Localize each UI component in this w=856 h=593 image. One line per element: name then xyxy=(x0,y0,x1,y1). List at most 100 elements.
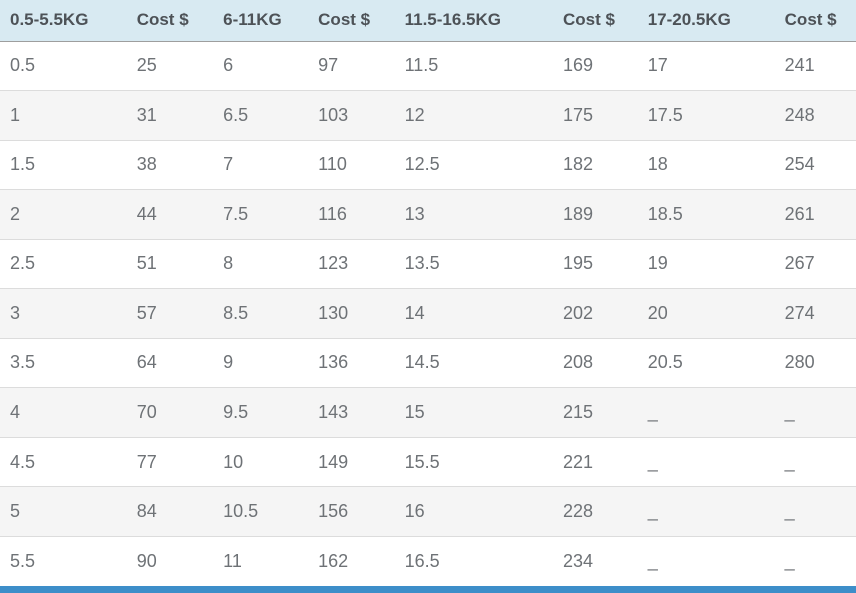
table-cell: 228 xyxy=(552,486,638,537)
table-cell: 64 xyxy=(126,337,214,388)
table-cell: 13.5 xyxy=(394,238,553,289)
table-cell: 261 xyxy=(774,189,856,240)
column-header: 6-11KG xyxy=(213,0,309,42)
column-header: Cost $ xyxy=(552,0,638,42)
column-header: Cost $ xyxy=(774,0,856,42)
table-cell: 195 xyxy=(552,238,638,289)
table-cell: 241 xyxy=(784,55,815,76)
column-header: 0.5-5.5KG xyxy=(0,0,127,42)
table-cell: 234 xyxy=(552,535,638,586)
table-cell: 2 xyxy=(0,189,127,240)
table-cell: 8 xyxy=(213,238,309,289)
table-row: 3.5 64 9 136 14.5 208 20.5 280 xyxy=(0,337,856,388)
table-cell: _ xyxy=(637,486,775,537)
table-cell: 189 xyxy=(552,189,638,240)
table-cell: 19 xyxy=(637,238,775,289)
table-cell: 31 xyxy=(126,90,214,141)
column-header: 17-20.5KG xyxy=(637,0,775,42)
table-cell: 97 xyxy=(318,55,339,76)
table-cell: 20.5 xyxy=(637,337,775,388)
table-cell: 7.5 xyxy=(213,189,309,240)
table-cell: 182 xyxy=(552,139,638,190)
table-cell: 18 xyxy=(637,139,775,190)
table-cell: 57 xyxy=(126,288,214,339)
table-cell: 38 xyxy=(126,139,214,190)
table-cell: 16.5 xyxy=(394,535,553,586)
table-cell: 15.5 xyxy=(394,436,553,487)
table-body: 0.5 2 5 6 97 11.5 169 17 241 1 31 6.5 103 12 175 17.5 24… xyxy=(0,41,856,586)
table-cell: 110 xyxy=(308,139,395,190)
table-header: 0.5-5.5KG Cost $6-11KG Cost $11.5-16.5KG Co… xyxy=(0,0,856,42)
table-cell: 11.5 xyxy=(404,55,439,76)
table-cell: 44 xyxy=(126,189,214,240)
table-cell: 149 xyxy=(308,436,395,487)
table-cell: 130 xyxy=(308,288,395,339)
table-cell: 14.5 xyxy=(394,337,553,388)
table-row: 2.5 51 8 123 13.5 195 19 267 xyxy=(0,238,856,289)
table-cell: 123 xyxy=(308,238,395,289)
table-cell: 3.5 xyxy=(0,337,127,388)
table-cell: _ xyxy=(637,387,775,438)
table-cell: 208 xyxy=(552,337,638,388)
table-cell: 4 xyxy=(0,387,127,438)
table-cell: 103 xyxy=(308,90,395,141)
table-cell: 5 xyxy=(0,486,127,537)
column-header: Cost $ xyxy=(126,0,214,42)
table-cell: 90 xyxy=(126,535,214,586)
bottom-accent-bar xyxy=(0,586,856,593)
table-cell: 18.5 xyxy=(637,189,775,240)
table-cell: 9.5 xyxy=(213,387,309,438)
table-cell: 1.5 xyxy=(0,139,127,190)
table-cell: 17.5 xyxy=(637,90,775,141)
table-cell: 6.5 xyxy=(213,90,309,141)
table-cell: 51 xyxy=(126,238,214,289)
column-header: Cost $ xyxy=(308,0,395,42)
table-cell: 10.5 xyxy=(213,486,309,537)
table-cell: _ xyxy=(637,436,775,487)
table-row: 4.5 77 10 149 15.5 221 _ _ xyxy=(0,436,856,487)
table-cell: 7 xyxy=(213,139,309,190)
table-cell: 3 xyxy=(0,288,127,339)
table-cell: 116 xyxy=(308,189,395,240)
table-cell: 248 xyxy=(774,90,856,141)
table-row: 5 84 10.5 156 16 228 _ _ xyxy=(0,486,856,537)
table-cell: 12 xyxy=(394,90,553,141)
table-cell: 2.5 xyxy=(0,238,127,289)
table-cell: 0.5 xyxy=(10,55,36,76)
table-cell: 8.5 xyxy=(213,288,309,339)
table-cell: 10 xyxy=(213,436,309,487)
table-cell: 6 xyxy=(223,55,234,76)
table-cell: 162 xyxy=(308,535,395,586)
table-row: 1.5 38 7 110 12.5 182 18 254 xyxy=(0,139,856,190)
table-cell: 5.5 xyxy=(0,535,127,586)
table-cell: _ xyxy=(774,486,856,537)
table-cell: 267 xyxy=(774,238,856,289)
table-cell: 77 xyxy=(126,436,214,487)
column-header: 11.5-16.5KG xyxy=(394,0,553,42)
header-row: 0.5-5.5KG Cost $6-11KG Cost $11.5-16.5KG Co… xyxy=(0,0,856,42)
table-row: 5.5 90 11 162 16.5 234 _ _ xyxy=(0,535,856,586)
table-cell: _ xyxy=(637,535,775,586)
table-cell: 175 xyxy=(552,90,638,141)
table-cell: _ xyxy=(774,535,856,586)
table-cell: 12.5 xyxy=(394,139,553,190)
table-cell: 4.5 xyxy=(0,436,127,487)
table-cell: 169 xyxy=(562,55,594,76)
table-row: 1 31 6.5 103 12 175 17.5 248 xyxy=(0,90,856,141)
table-row: 2 44 7.5 116 13 189 18.5 261 xyxy=(0,189,856,240)
table-cell: 202 xyxy=(552,288,638,339)
table-cell: 143 xyxy=(308,387,395,438)
table-cell: 136 xyxy=(308,337,395,388)
table-cell: 274 xyxy=(774,288,856,339)
table-cell: 254 xyxy=(774,139,856,190)
table-cell: 280 xyxy=(774,337,856,388)
table-cell: 20 xyxy=(637,288,775,339)
table-row: 3 57 8.5 130 14 202 20 274 xyxy=(0,288,856,339)
table-cell: 15 xyxy=(394,387,553,438)
table-cell: 17 xyxy=(647,55,668,76)
table-cell: 221 xyxy=(552,436,638,487)
table-row: 4 70 9.5 143 15 215 _ _ xyxy=(0,387,856,438)
